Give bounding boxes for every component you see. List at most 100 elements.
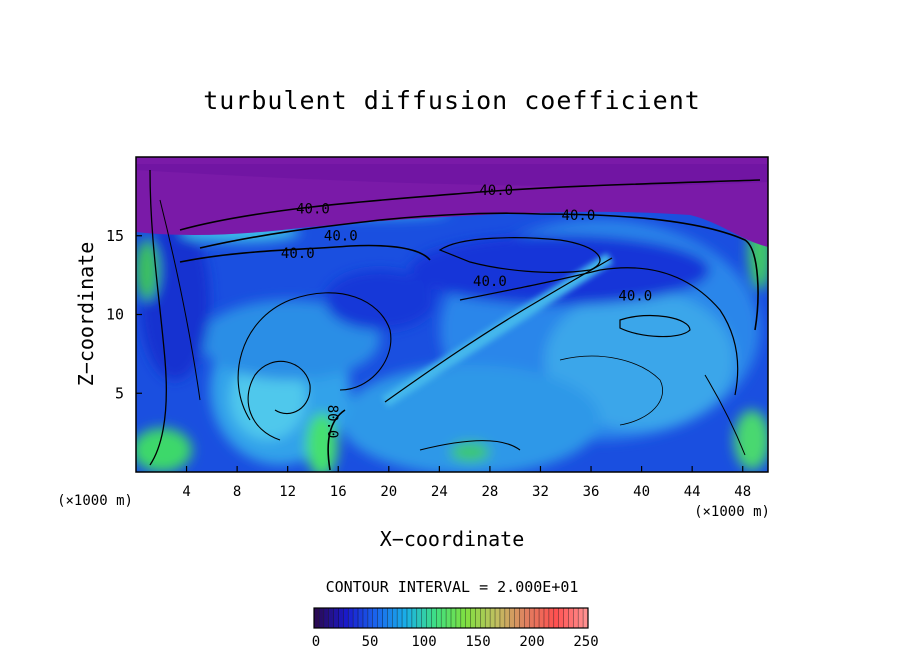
contour-label: 40.0	[281, 246, 315, 262]
colorbar-cell	[475, 608, 481, 628]
y-tick-label: 15	[106, 227, 124, 245]
x-unit-right: (×1000 m)	[694, 504, 770, 520]
colorbar-cell	[421, 608, 427, 628]
colorbar-cell	[539, 608, 544, 628]
colorbar-cell	[333, 608, 339, 628]
contour-label: 40.0	[296, 202, 330, 218]
colorbar-cell	[529, 608, 535, 628]
x-tick-label: 28	[481, 484, 498, 500]
colorbar-cell	[318, 608, 324, 628]
colorbar-cell	[402, 608, 407, 628]
colorbar-cell	[519, 608, 525, 628]
contour-label: 40.0	[479, 183, 513, 199]
colorbar-cell	[465, 608, 471, 628]
colorbar-cell	[362, 608, 368, 628]
colorbar-cell	[411, 608, 417, 628]
colorbar-cell	[495, 608, 500, 628]
colorbar-tick-label: 100	[411, 634, 436, 650]
colorbar-tick-label: 200	[519, 634, 544, 650]
colorbar-tick-label: 0	[312, 634, 320, 650]
contour-lines	[149, 169, 761, 471]
x-tick-label: 8	[233, 484, 241, 500]
colorbar-tick-label: 250	[573, 634, 598, 650]
colorbar-cell	[455, 608, 461, 628]
x-tick-label: 24	[431, 484, 448, 500]
colorbar-cell	[436, 608, 442, 628]
colorbar-labels: 0 50 100 150 200 250	[312, 634, 599, 650]
x-axis-label: X−coordinate	[380, 527, 525, 551]
colorbar-cell	[514, 608, 520, 628]
diagonal-filament	[381, 252, 614, 408]
colorbar-cell	[534, 608, 540, 628]
x-tick-label: 4	[182, 484, 190, 500]
colorbar-cell	[353, 608, 359, 628]
colorbar-cell	[328, 608, 334, 628]
x-tick-label: 36	[583, 484, 600, 500]
y-tick-label: 5	[115, 384, 124, 402]
colorbar-cell	[367, 608, 373, 628]
colorbar-cell	[426, 608, 432, 628]
colorbar-cell	[460, 608, 466, 628]
colorbar-tick-label: 50	[362, 634, 379, 650]
colorbar-cell	[568, 608, 574, 628]
contour-label: 40.0	[618, 288, 652, 304]
contour-label: 80.0	[324, 405, 340, 439]
colorbar-cell	[480, 608, 486, 628]
colorbar-cell	[578, 608, 584, 628]
colorbar-cell	[323, 608, 329, 628]
colorbar-cell	[343, 608, 349, 628]
x-tick-label: 12	[279, 484, 296, 500]
colorbar-cell	[563, 608, 569, 628]
colorbar-cell	[499, 608, 505, 628]
y-tick-label: 10	[106, 306, 124, 324]
colorbar-cell	[416, 608, 422, 628]
colorbar-cell	[490, 608, 496, 628]
y-axis-label: Z−coordinate	[74, 242, 98, 387]
colorbar-cell	[406, 608, 412, 628]
contour-label: 40.0	[562, 208, 596, 224]
contour-interval-label: CONTOUR INTERVAL = 2.000E+01	[326, 578, 579, 596]
chart-title: turbulent diffusion coefficient	[203, 86, 701, 115]
contour-label: 40.0	[473, 274, 507, 290]
colorbar-cell	[543, 608, 549, 628]
colorbar-cell	[504, 608, 510, 628]
y-ticks-layer: 5 10 15	[106, 227, 142, 402]
colorbar-cell	[553, 608, 559, 628]
colorbar-cell	[338, 608, 344, 628]
colorbar-cell	[372, 608, 378, 628]
colorbar-cell	[509, 608, 515, 628]
x-tick-label: 20	[380, 484, 397, 500]
x-tick-label: 16	[330, 484, 347, 500]
colorbar-cell	[548, 608, 554, 628]
contour-label-layer: 40.0 40.0 40.0 40.0 40.0 40.0 40.0 80.0	[281, 183, 652, 439]
x-tick-label: 48	[734, 484, 751, 500]
colorbar-cell	[431, 608, 437, 628]
x-tick-label: 44	[684, 484, 701, 500]
colorbar-cell	[583, 608, 588, 628]
colorbar-cell	[446, 608, 451, 628]
colorbar-cell	[573, 608, 579, 628]
colorbar-cell	[382, 608, 388, 628]
x-tick-label: 32	[532, 484, 549, 500]
colorbar-cell	[397, 608, 403, 628]
colorbar	[313, 607, 589, 629]
colorbar-cell	[348, 608, 354, 628]
colorbar-cell	[485, 608, 491, 628]
colorbar-cell	[558, 608, 564, 628]
colorbar-cell	[387, 608, 393, 628]
colorbar-cell	[470, 608, 476, 628]
x-ticks-layer: 4 8 12 16 20 24 28 32 36 40 44 48	[182, 466, 751, 500]
colorbar-cell	[524, 608, 530, 628]
colorbar-cell	[392, 608, 398, 628]
colorbar-cell	[451, 608, 456, 628]
colorbar-cell	[358, 608, 363, 628]
colorbar-tick-label: 150	[465, 634, 490, 650]
heatmap-field	[136, 157, 768, 472]
colorbar-frame	[313, 607, 589, 629]
colorbar-cell	[377, 608, 383, 628]
x-unit-left: (×1000 m)	[57, 493, 133, 509]
x-tick-label: 40	[633, 484, 650, 500]
contour-label: 40.0	[324, 228, 358, 244]
colorbar-cell	[441, 608, 447, 628]
